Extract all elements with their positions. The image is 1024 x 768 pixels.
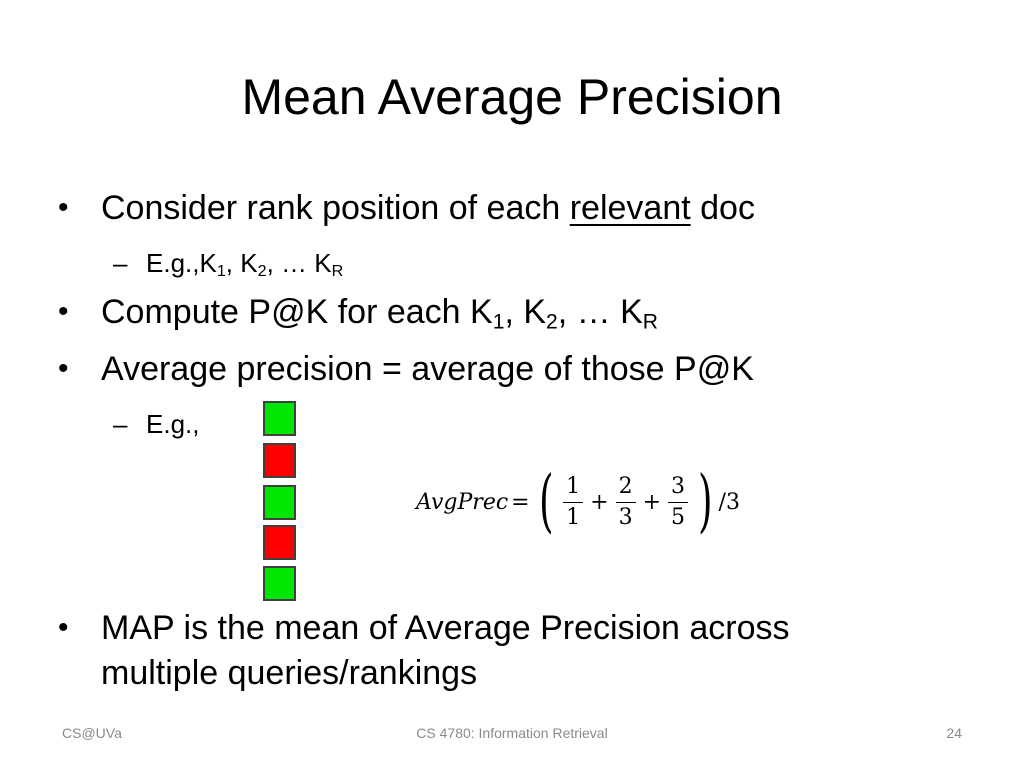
dash-marker: – [113,248,128,278]
formula-right-paren: ) [697,462,713,541]
sub-item-example-k: – E.g.,K1, K2, … KR [0,247,1024,279]
bullet-item-map: • MAP is the mean of Average Precision a… [0,608,1024,648]
formula-lhs: AvgPrec [416,489,509,515]
bullet-text-line1: MAP is the mean of Average Precision acr… [101,609,790,647]
subscript: 1 [492,310,505,334]
rank-box-relevant [263,566,296,601]
bullet-text-part: , … K [557,293,643,331]
bullet-text-after: doc [690,189,755,227]
subscript: R [642,310,659,334]
avgprec-formula: AvgPrec = ( 1 1 + 2 3 + 3 5 ) /3 [416,462,740,542]
bullet-item-compute: • Compute P@K for each K1, K2, … KR [0,292,1024,332]
underlined-word: relevant [569,189,691,227]
rank-box-relevant [263,485,296,520]
subscript: R [331,262,344,281]
formula-fraction: 3 5 [668,474,689,531]
bullet-item-consider: • Consider rank position of each relevan… [0,188,1024,228]
formula-fraction: 1 1 [563,474,584,531]
formula-tail: /3 [718,489,740,515]
footer-center: CS 4780: Information Retrieval [416,725,608,741]
fraction-denominator: 5 [671,504,686,530]
bullet-text-before: Consider rank position of each [101,189,570,227]
bullet-text: Average precision = average of those P@K [101,350,754,388]
rank-box-nonrelevant [263,443,296,478]
sub-text: E.g.,K1, K2, … KR [146,247,343,279]
fraction-numerator: 2 [615,474,636,503]
bullet-marker: • [58,295,69,328]
bullet-text-part: Compute P@K for each K [101,293,493,331]
formula-plus: + [642,489,662,515]
dash-marker: – [113,409,128,439]
sub-text-part: E.g.,K [146,248,217,278]
formula-plus: + [590,489,609,515]
formula-equals: = [511,489,530,515]
sub-item-example: – E.g., [0,408,1024,440]
subscript: 2 [546,310,558,334]
sub-text-part: , K [225,248,258,278]
bullet-marker: • [58,352,69,385]
bullet-text: Compute P@K for each K1, K2, … KR [101,292,658,332]
fraction-denominator: 1 [566,504,581,530]
fraction-numerator: 1 [563,474,584,503]
formula-left-paren: ( [538,462,554,541]
fraction-denominator: 3 [618,504,633,530]
bullet-text: Consider rank position of each relevant … [101,188,755,228]
footer-page-number: 24 [946,725,962,741]
bullet-item-average-precision: • Average precision = average of those P… [0,349,1024,389]
footer-left: CS@UVa [62,725,122,741]
bullet-marker: • [58,191,69,224]
sub-text-part: , … K [266,248,332,278]
rank-box-nonrelevant [263,525,296,560]
rank-box-relevant [263,401,296,436]
subscript: 1 [216,262,226,281]
subscript: 2 [257,262,267,281]
bullet-text-part: , K [504,293,547,331]
bullet-marker: • [58,611,69,644]
formula-fraction: 2 3 [615,474,636,531]
slide-title: Mean Average Precision [241,69,783,125]
fraction-numerator: 3 [668,474,689,503]
sub-text: E.g., [146,409,200,439]
bullet-text-line2: multiple queries/rankings [101,654,478,692]
bullet-item-map-continuation: multiple queries/rankings [0,653,1024,693]
